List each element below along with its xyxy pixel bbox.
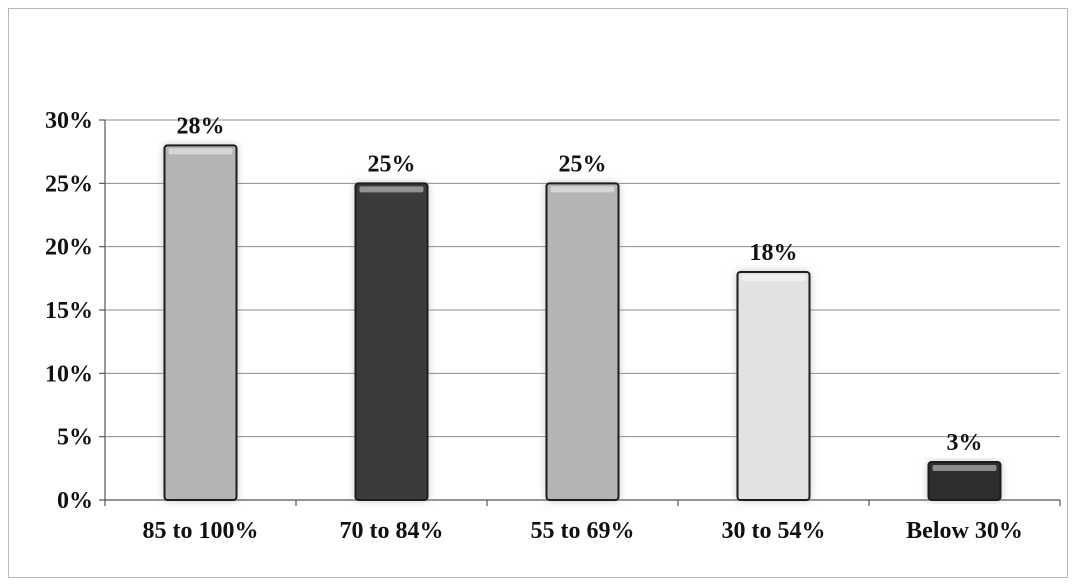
category-label: Below 30% — [906, 518, 1023, 544]
bar-group — [547, 183, 619, 500]
bar-group — [165, 145, 237, 500]
category-label: 70 to 84% — [340, 518, 444, 544]
bar — [356, 183, 428, 500]
bar-highlight — [169, 148, 233, 154]
bar — [738, 272, 810, 500]
bars — [165, 145, 1001, 500]
data-label: 28% — [177, 113, 225, 139]
data-label: 18% — [750, 240, 798, 266]
category-label: 55 to 69% — [531, 518, 635, 544]
bar-highlight — [933, 465, 997, 471]
data-label: 25% — [368, 151, 416, 177]
bar-highlight — [742, 275, 806, 281]
bar-group — [929, 462, 1001, 500]
y-tick-label: 5% — [57, 425, 93, 451]
data-label: 25% — [559, 151, 607, 177]
y-tick-label: 10% — [45, 361, 93, 387]
y-tick-label: 0% — [57, 488, 93, 514]
category-label: 85 to 100% — [143, 518, 259, 544]
y-tick-label: 30% — [45, 108, 93, 134]
y-tick-label: 25% — [45, 171, 93, 197]
bar-highlight — [360, 186, 424, 192]
bar — [165, 145, 237, 500]
category-label: 30 to 54% — [722, 518, 826, 544]
y-tick-label: 20% — [45, 235, 93, 261]
bar-group — [356, 183, 428, 500]
bar-highlight — [551, 186, 615, 192]
bar-group — [738, 272, 810, 500]
data-label: 3% — [947, 430, 983, 456]
bar — [547, 183, 619, 500]
y-tick-label: 15% — [45, 298, 93, 324]
